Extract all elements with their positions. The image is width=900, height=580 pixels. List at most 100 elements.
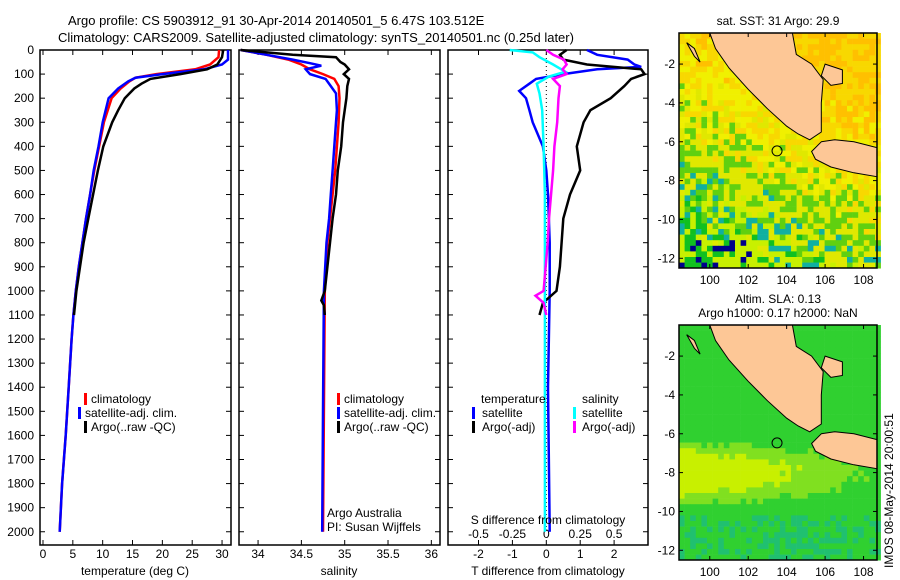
map-cell [835,173,842,179]
map-cell [841,358,848,365]
map-cell [802,448,809,455]
map-cell [841,77,848,84]
map-cell [712,139,719,146]
map-cell [779,425,786,432]
map-cell [841,117,848,123]
map-cell [695,201,702,207]
map-cell [735,178,741,185]
map-cell [718,431,725,438]
map-cell [875,470,881,477]
map-cell [774,133,781,140]
map-cell [807,442,814,449]
map-cell [684,493,691,499]
map-cell [835,526,842,533]
map-cell [746,403,753,410]
y-tick-label: 1100 [8,308,34,322]
map-cell [830,543,837,550]
map-cell [679,448,685,455]
map-cell [684,117,691,123]
map-cell [847,66,853,73]
map-cell [718,212,725,219]
map-cell [835,515,842,522]
map-cell [746,515,753,522]
map-cell [718,442,725,449]
map-cell [757,403,764,410]
map-cell [841,470,848,477]
map-cell [763,521,769,527]
map-cell [684,347,691,354]
map-cell [684,206,691,213]
map-cell [740,386,747,393]
map-cell [740,403,747,410]
map-cell [824,173,831,179]
map-cell [712,459,719,466]
map-cell [690,515,697,522]
map-cell [768,526,775,533]
map-cell [858,431,865,438]
map-cell [824,251,831,258]
map-cell [751,229,758,235]
map-cell [813,245,820,252]
map-cell [841,549,848,555]
map-cell [712,128,719,135]
map-cell [835,184,842,191]
map-cell [690,173,697,179]
map-cell [695,481,702,488]
map-cell [768,201,775,207]
y-tick-label: 900 [14,260,34,274]
map-cell [707,156,713,163]
map-cell [796,251,803,258]
map-cell [807,195,814,202]
map-cell [830,229,837,235]
map-cell [707,212,713,219]
map-cell [718,167,725,174]
map-cell [774,262,781,269]
map-cell [813,66,820,73]
map-cell [802,33,809,39]
temperature-legend: climatology satellite-adj. clim. Argo(..… [78,392,177,434]
map-cell [869,89,876,95]
map-cell [779,487,786,494]
lat-tick-label: -2 [664,349,675,363]
map-cell [779,465,786,471]
map-cell [712,167,719,174]
map-cell [740,397,747,404]
map-cell [707,184,713,191]
map-cell [695,375,702,382]
map-cell [802,481,809,488]
map-cell [740,481,747,488]
map-cell [824,459,831,466]
map-cell [718,55,725,62]
map-cell [830,206,837,213]
map-cell [701,369,708,376]
map-cell [863,234,870,241]
map-cell [723,240,730,247]
map-cell [841,347,848,354]
map-cell [695,167,702,174]
map-cell [869,358,876,365]
map-cell [679,341,685,348]
map-cell [813,358,820,365]
map-cell [802,459,809,466]
map-cell [819,229,825,235]
map-cell [863,521,870,527]
land-polygon [820,355,843,378]
map-cell [729,100,736,107]
map-cell [718,195,725,202]
map-cell [690,420,697,427]
map-cell [718,189,725,196]
map-cell [835,465,842,471]
map-cell [701,537,708,544]
map-cell [718,83,725,90]
map-cell [830,105,837,112]
map-cell [852,100,859,107]
map-cell [830,178,837,185]
map-cell [707,229,713,235]
map-cell [729,487,736,494]
map-cell [707,470,713,477]
map-cell [679,240,685,247]
map-cell [785,425,792,432]
map-cell [858,234,865,241]
map-cell [774,509,781,516]
map-cell [735,369,741,376]
